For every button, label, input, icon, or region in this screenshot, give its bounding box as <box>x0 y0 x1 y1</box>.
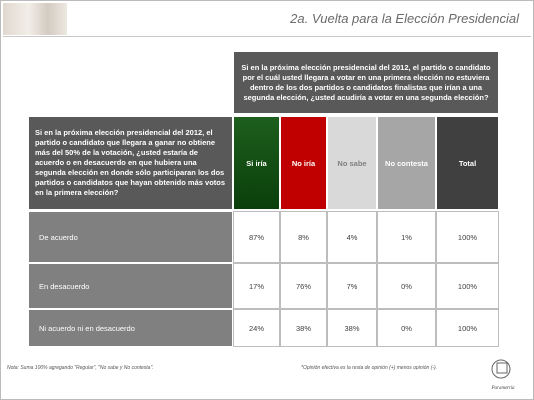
table-cell: 76% <box>280 263 327 309</box>
table-cell: 0% <box>377 263 436 309</box>
table-cell: 24% <box>233 309 280 347</box>
column-header: Total <box>436 116 499 210</box>
row-label: De acuerdo <box>28 211 233 263</box>
table-cell: 87% <box>233 211 280 263</box>
table-cell: 4% <box>327 211 377 263</box>
row-question: Si en la próxima elección presidencial d… <box>28 116 233 210</box>
table-cell: 38% <box>280 309 327 347</box>
table-cell: 100% <box>436 263 499 309</box>
table-cell: 17% <box>233 263 280 309</box>
column-header: Si iría <box>233 116 280 210</box>
row-label: En desacuerdo <box>28 263 233 309</box>
title: 2a. Vuelta para la Elección Presidencial <box>290 11 519 26</box>
table-cell: 38% <box>327 309 377 347</box>
column-header: No contesta <box>377 116 436 210</box>
column-header: No iría <box>280 116 327 210</box>
table-cell: 100% <box>436 211 499 263</box>
header-rule <box>3 36 531 37</box>
footnote: Nota: Suma 100% agregando "Regular", "No… <box>7 365 154 371</box>
header-image <box>3 3 67 35</box>
column-header: No sabe <box>327 116 377 210</box>
footnote: *Opinión efectiva es la resta de opinión… <box>301 365 438 371</box>
logo-text: Parametría <box>490 386 515 391</box>
row-label: Ni acuerdo ni en desacuerdo <box>28 309 233 347</box>
table-cell: 7% <box>327 263 377 309</box>
column-question: Si en la próxima elección presidencial d… <box>233 51 499 114</box>
table-cell: 8% <box>280 211 327 263</box>
logo: Parametría <box>490 359 515 391</box>
table-cell: 0% <box>377 309 436 347</box>
table-cell: 1% <box>377 211 436 263</box>
table-cell: 100% <box>436 309 499 347</box>
